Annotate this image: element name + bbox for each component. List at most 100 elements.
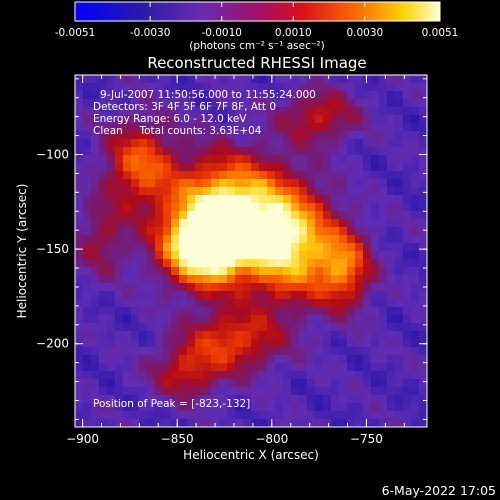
heatmap-cell: [387, 195, 396, 204]
heatmap-cell: [107, 251, 116, 260]
heatmap-cell: [123, 355, 132, 364]
heatmap-cell: [219, 419, 228, 427]
heatmap-cell: [283, 259, 292, 268]
heatmap-cell: [115, 99, 124, 108]
heatmap-cell: [299, 299, 308, 308]
heatmap-cell: [107, 315, 116, 324]
heatmap-cell: [91, 219, 100, 228]
heatmap-cell: [235, 235, 244, 244]
heatmap-cell: [259, 259, 268, 268]
heatmap-cell: [155, 211, 164, 220]
heatmap-cell: [315, 251, 324, 260]
heatmap-cell: [299, 139, 308, 148]
heatmap-cell: [395, 91, 404, 100]
heatmap-cell: [235, 275, 244, 284]
heatmap-cell: [355, 147, 364, 156]
heatmap-cell: [307, 323, 316, 332]
heatmap-cell: [307, 267, 316, 276]
heatmap-cell: [339, 395, 348, 404]
heatmap-cell: [315, 243, 324, 252]
heatmap-cell: [179, 331, 188, 340]
heatmap-cell: [283, 323, 292, 332]
heatmap-cell: [171, 195, 180, 204]
heatmap-cell: [371, 107, 380, 116]
heatmap-cell: [299, 235, 308, 244]
heatmap-cell: [203, 275, 212, 284]
heatmap-cell: [331, 195, 340, 204]
heatmap-cell: [195, 315, 204, 324]
heatmap-cell: [291, 91, 300, 100]
heatmap-cell: [139, 347, 148, 356]
heatmap-cell: [211, 211, 220, 220]
heatmap-cell: [371, 331, 380, 340]
heatmap-cell: [235, 371, 244, 380]
heatmap-cell: [211, 371, 220, 380]
heatmap-cell: [299, 363, 308, 372]
heatmap-cell: [355, 323, 364, 332]
heatmap-cell: [331, 347, 340, 356]
heatmap-cell: [411, 291, 420, 300]
heatmap-cell: [363, 139, 372, 148]
heatmap-cell: [307, 379, 316, 388]
heatmap-cell: [179, 91, 188, 100]
heatmap-cell: [259, 75, 268, 84]
heatmap-cell: [323, 131, 332, 140]
heatmap-cell: [179, 379, 188, 388]
heatmap-cell: [363, 115, 372, 124]
x-tick-label: −900: [66, 432, 99, 446]
heatmap-cell: [323, 147, 332, 156]
heatmap-cell: [227, 283, 236, 292]
heatmap-cell: [275, 347, 284, 356]
heatmap-cell: [307, 371, 316, 380]
heatmap-cell: [155, 387, 164, 396]
heatmap-cell: [323, 227, 332, 236]
heatmap-cell: [395, 339, 404, 348]
heatmap-cell: [387, 299, 396, 308]
heatmap-cell: [219, 363, 228, 372]
heatmap-cell: [395, 235, 404, 244]
heatmap-cell: [99, 411, 108, 420]
heatmap-cell: [123, 179, 132, 188]
heatmap-cell: [91, 267, 100, 276]
heatmap-cell: [411, 411, 420, 420]
heatmap-cell: [395, 371, 404, 380]
heatmap-cell: [379, 123, 388, 132]
heatmap-cell: [243, 139, 252, 148]
heatmap-cell: [259, 243, 268, 252]
heatmap-cell: [227, 339, 236, 348]
heatmap-cell: [115, 323, 124, 332]
heatmap-cell: [259, 379, 268, 388]
heatmap-cell: [187, 235, 196, 244]
heatmap-cell: [323, 123, 332, 132]
heatmap-cell: [251, 315, 260, 324]
heatmap-cell: [123, 235, 132, 244]
heatmap-cell: [203, 323, 212, 332]
heatmap-cell: [379, 387, 388, 396]
heatmap-cell: [331, 75, 340, 84]
heatmap-cell: [187, 419, 196, 427]
heatmap-cell: [139, 211, 148, 220]
plot-frame: [74, 74, 428, 428]
heatmap-cell: [291, 235, 300, 244]
heatmap-cell: [171, 99, 180, 108]
heatmap-cell: [371, 131, 380, 140]
heatmap-cell: [83, 187, 92, 196]
heatmap-cell: [171, 355, 180, 364]
heatmap-cell: [75, 187, 84, 196]
heatmap-cell: [107, 411, 116, 420]
heatmap-cell: [395, 123, 404, 132]
heatmap-cell: [187, 211, 196, 220]
heatmap-cell: [219, 243, 228, 252]
heatmap-cell: [355, 251, 364, 260]
heatmap-cell: [323, 91, 332, 100]
heatmap-cell: [347, 131, 356, 140]
heatmap-cell: [299, 219, 308, 228]
heatmap-cell: [291, 267, 300, 276]
heatmap-cell: [355, 299, 364, 308]
heatmap-cell: [251, 275, 260, 284]
heatmap-cell: [371, 91, 380, 100]
heatmap-cell: [123, 251, 132, 260]
heatmap-cell: [379, 155, 388, 164]
heatmap-cell: [363, 171, 372, 180]
heatmap-cell: [243, 211, 252, 220]
